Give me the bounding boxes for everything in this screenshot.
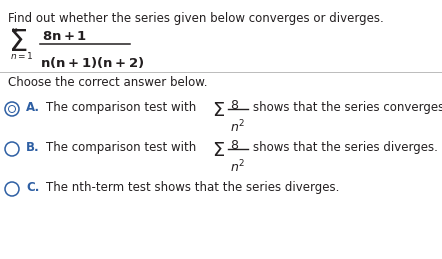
Text: C.: C. bbox=[26, 181, 39, 194]
Text: $n^2$: $n^2$ bbox=[230, 159, 245, 176]
Text: $\mathbf{n(n+1)(n+2)}$: $\mathbf{n(n+1)(n+2)}$ bbox=[40, 55, 145, 70]
Text: $\infty$: $\infty$ bbox=[10, 26, 19, 35]
Text: B.: B. bbox=[26, 141, 40, 154]
Text: $\Sigma$: $\Sigma$ bbox=[212, 141, 225, 160]
Text: $\Sigma$: $\Sigma$ bbox=[8, 28, 27, 57]
Text: $\mathbf{8n+1}$: $\mathbf{8n+1}$ bbox=[42, 30, 87, 43]
Text: $n=1$: $n=1$ bbox=[10, 50, 34, 61]
Text: shows that the series converges.: shows that the series converges. bbox=[253, 101, 442, 114]
Text: The comparison test with: The comparison test with bbox=[46, 141, 196, 154]
Text: The comparison test with: The comparison test with bbox=[46, 101, 196, 114]
Text: Choose the correct answer below.: Choose the correct answer below. bbox=[8, 76, 207, 89]
Text: Find out whether the series given below converges or diverges.: Find out whether the series given below … bbox=[8, 12, 384, 25]
Text: The nth-term test shows that the series diverges.: The nth-term test shows that the series … bbox=[46, 181, 339, 194]
Text: shows that the series diverges.: shows that the series diverges. bbox=[253, 141, 438, 154]
Text: $8$: $8$ bbox=[230, 139, 239, 152]
Text: $8$: $8$ bbox=[230, 99, 239, 112]
Text: $n^2$: $n^2$ bbox=[230, 119, 245, 136]
Text: A.: A. bbox=[26, 101, 40, 114]
Text: $\Sigma$: $\Sigma$ bbox=[212, 101, 225, 120]
